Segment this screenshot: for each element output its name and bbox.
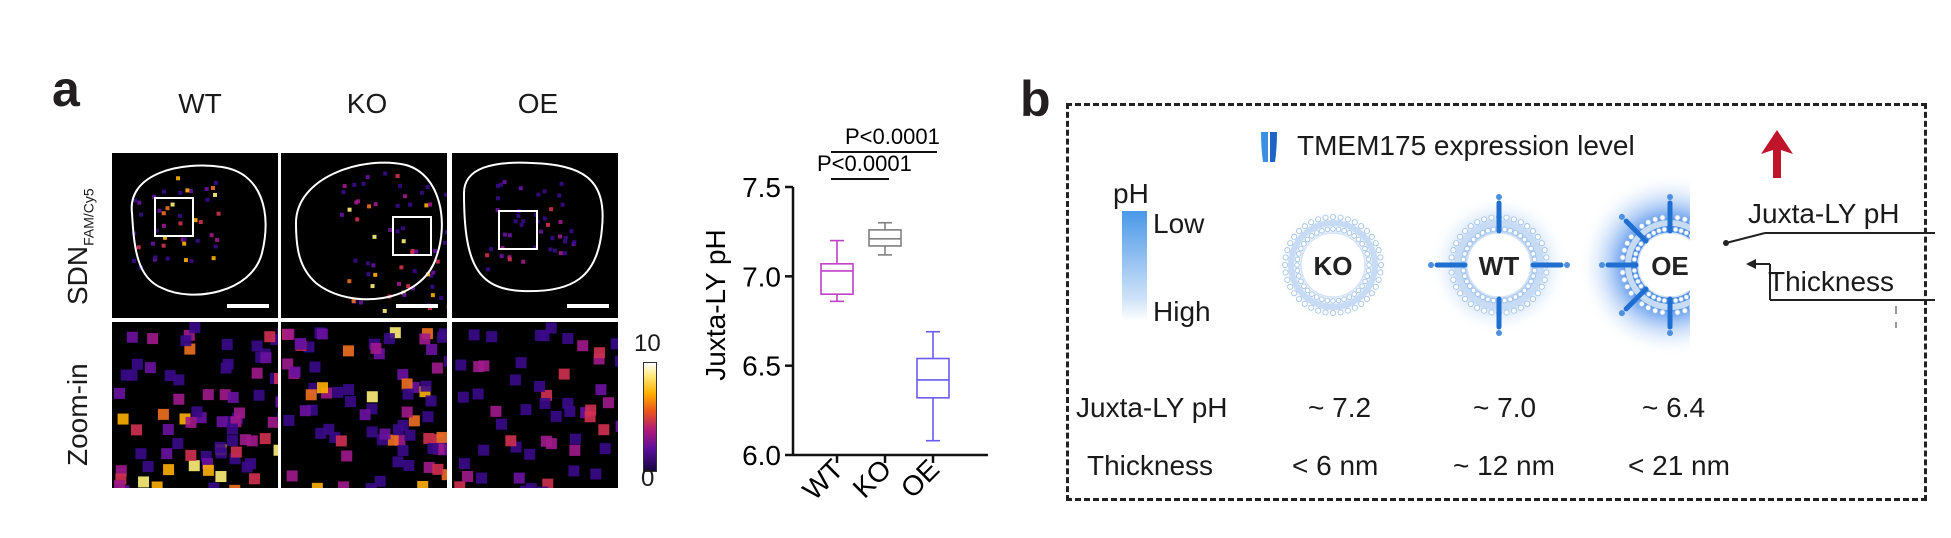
row-label-zoom: Zoom-in	[62, 363, 93, 466]
row-label-sdn: SDNFAM/Cy5	[62, 188, 97, 305]
legend-label: TMEM175 expression level	[1297, 130, 1635, 161]
p-value-label: P<0.0001	[817, 151, 912, 176]
column-label-wt: WT	[178, 88, 222, 119]
y-tick-label: 6.0	[742, 440, 781, 471]
vesicle-label-ko: KO	[1314, 251, 1353, 281]
channel-icon	[1623, 286, 1649, 312]
vesicle-label-wt: WT	[1479, 251, 1520, 281]
table-row2-ko: < 6 nm	[1292, 450, 1379, 481]
table-row1-wt: ~ 7.0	[1473, 392, 1537, 423]
vesicle-label-oe: OE	[1651, 251, 1689, 281]
y-tick-label: 7.0	[742, 261, 781, 292]
box-oe	[916, 330, 950, 442]
box-ko	[868, 221, 902, 256]
table-row2-label: Thickness	[1087, 450, 1214, 481]
ph-callout-dot	[1723, 240, 1729, 246]
column-label-ko: KO	[346, 88, 388, 119]
panel-b-frame	[1066, 103, 1927, 501]
p-value-label: P<0.0001	[845, 124, 940, 149]
ph-gradient-bar	[1122, 211, 1147, 321]
vesicle-oe: OE	[1578, 173, 1690, 357]
column-label-oe: OE	[517, 88, 559, 119]
colorbar-min-label: 0	[641, 465, 655, 492]
micrograph-oe-overview	[452, 153, 618, 318]
vesicle-diagram: KO WT OE	[1275, 173, 1690, 357]
row-label-sdn-sub: FAM/Cy5	[80, 188, 97, 246]
ph-scale-high: High	[1153, 296, 1211, 327]
micrograph-wt-overview	[112, 153, 278, 318]
callout-thickness-label: Thickness	[1768, 266, 1895, 297]
x-tick-label-wt: WT	[797, 453, 850, 506]
panel-b-letter: b	[1020, 71, 1051, 127]
ph-callout-line	[1725, 232, 1766, 244]
colorbar	[643, 362, 657, 472]
x-tick-label-ko: KO	[847, 453, 898, 504]
micrograph-ko-zoom	[281, 322, 447, 488]
ph-scale-title: pH	[1113, 178, 1149, 209]
micrograph-wt-zoom	[112, 322, 278, 488]
table-row2-wt: ~ 12 nm	[1453, 450, 1555, 481]
table-row1-oe: ~ 6.4	[1642, 392, 1706, 423]
y-tick-label: 6.5	[742, 351, 781, 382]
micrograph-ko-overview	[281, 153, 447, 318]
ph-scale-low: Low	[1153, 208, 1205, 239]
increase-arrow-icon	[1761, 130, 1793, 178]
tmem175-channel-icon	[1261, 132, 1277, 162]
y-axis-label: Juxta-LY pH	[700, 229, 731, 380]
micrograph-oe-zoom	[452, 322, 618, 488]
panel-a-letter: a	[52, 61, 80, 117]
vesicle-wt: WT	[1428, 194, 1570, 336]
x-tick-label-oe: OE	[895, 453, 946, 504]
table-row2-oe: < 21 nm	[1628, 450, 1730, 481]
colorbar-max-label: 10	[634, 330, 661, 357]
row-label-sdn-main: SDN	[62, 245, 93, 305]
channel-icon	[1623, 218, 1649, 244]
table-row1-label: Juxta-LY pH	[1076, 392, 1228, 423]
y-tick-label: 7.5	[742, 172, 781, 203]
vesicle-ko: KO	[1275, 207, 1391, 323]
callout-lines	[1723, 232, 1935, 328]
box-wt	[820, 239, 854, 303]
table-row1-ko: ~ 7.2	[1308, 392, 1372, 423]
callout-ph-label: Juxta-LY pH	[1748, 198, 1900, 229]
